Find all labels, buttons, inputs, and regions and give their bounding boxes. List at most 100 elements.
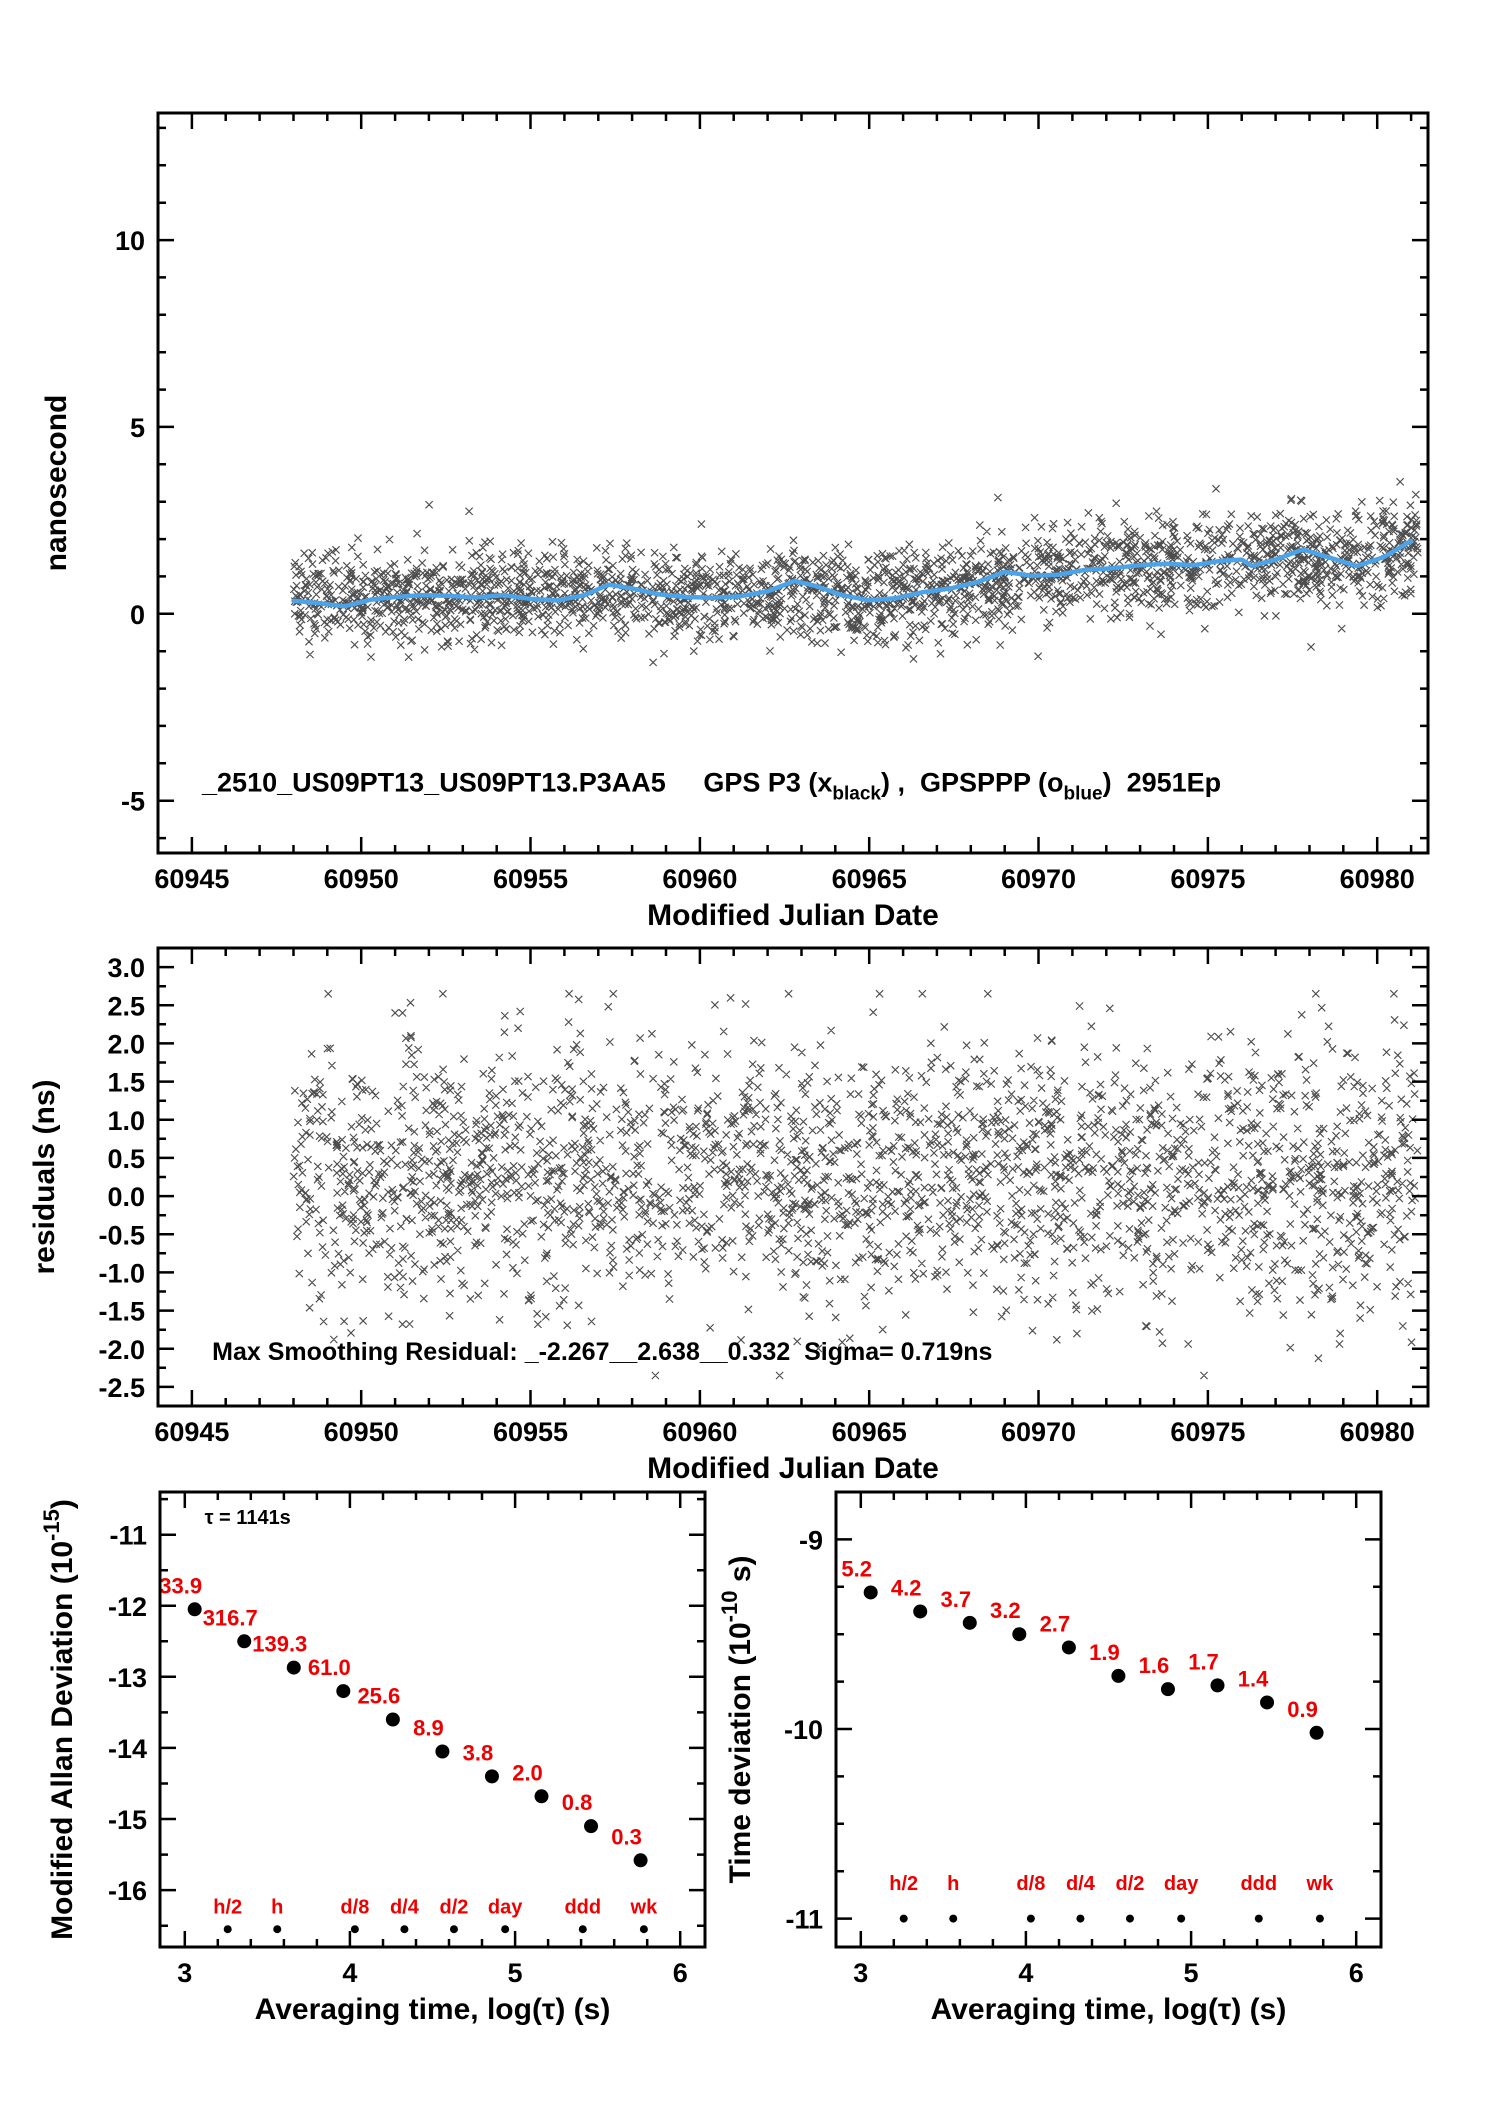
interval-label: wk [1306, 1873, 1335, 1895]
interval-dot [1026, 1914, 1035, 1923]
interval-dot [949, 1914, 958, 1923]
y-tick-label: -11 [785, 1905, 823, 1935]
data-point [187, 1602, 202, 1617]
interval-dot [1177, 1914, 1186, 1923]
point-value-label: 0.3 [611, 1824, 642, 1849]
x-tick-label: 60970 [1001, 864, 1076, 894]
x-tick-label: 3 [177, 1958, 192, 1988]
y-tick-label: -5 [121, 787, 145, 817]
plot-border [156, 111, 1430, 855]
point-value-label: 3.2 [990, 1598, 1021, 1623]
interval-dot [400, 1925, 409, 1934]
axis-ticks [836, 1490, 1381, 1947]
plot-border [158, 1490, 707, 1949]
x-tick-label: 60975 [1170, 1417, 1245, 1447]
data-point [237, 1634, 252, 1649]
x-tick-label: 5 [508, 1958, 523, 1988]
data-point [435, 1744, 450, 1759]
y-tick-label: -1.5 [98, 1297, 145, 1327]
scatter-points [289, 477, 1422, 667]
interval-dot [1076, 1914, 1085, 1923]
x-axis-title: Modified Julian Date [647, 1452, 939, 1485]
interval-label: d/4 [1066, 1873, 1096, 1895]
x-tick-label: 60960 [662, 864, 737, 894]
data-point [385, 1712, 400, 1727]
interval-label: d/8 [1016, 1873, 1045, 1895]
interval-label: h/2 [889, 1873, 918, 1895]
x-axis-title: Averaging time, log(τ) (s) [255, 1993, 611, 2026]
time-deviation-chart: 5.2 4.2 3.7 3.2 2.7 1.9 1.6 1.7 1.4 0.9 h/2 h d/8 d/4… [717, 1490, 1383, 2026]
x-tick-label: 60945 [154, 864, 229, 894]
interval-label: day [1164, 1873, 1199, 1895]
data-point [534, 1789, 549, 1804]
smoothing-line [291, 538, 1414, 609]
interval-dot [639, 1925, 648, 1934]
y-tick-label: -16 [108, 1876, 147, 1906]
interval-label: d/4 [390, 1897, 420, 1919]
interval-label: ddd [1240, 1873, 1277, 1895]
interval-label: h [271, 1897, 283, 1919]
point-value-label: 1.4 [1238, 1666, 1269, 1691]
x-tick-label: 60965 [832, 1417, 907, 1447]
data-point [1210, 1678, 1225, 1693]
data-point [1260, 1695, 1275, 1710]
interval-dot [449, 1925, 458, 1934]
point-value-label: 4.2 [891, 1575, 922, 1600]
x-tick-label: 60955 [493, 1417, 568, 1447]
axis-ticks [156, 113, 1428, 853]
annotation: _2510_US09PT13_US09PT13.P3AA5 GPS P3 (xb… [201, 767, 1221, 804]
x-tick-label: 60970 [1001, 1417, 1076, 1447]
y-tick-label: 0 [130, 600, 145, 630]
point-value-label: 61.0 [308, 1655, 351, 1680]
data-point [484, 1769, 499, 1784]
x-tick-label: 60950 [324, 864, 399, 894]
y-tick-label: -2.0 [98, 1335, 145, 1365]
interval-dot [899, 1914, 908, 1923]
interval-label: d/2 [1116, 1873, 1145, 1895]
point-value-label: 25.6 [357, 1684, 400, 1709]
y-tick-label: -11 [109, 1521, 147, 1551]
x-tick-label: 60950 [324, 1417, 399, 1447]
y-tick-label: -15 [108, 1805, 147, 1835]
y-axis-title: Modified Allan Deviation (10-15) [39, 1499, 79, 1940]
smoothing-residuals-chart: Max Smoothing Residual: _-2.267__2.638__… [28, 946, 1430, 1485]
x-tick-label: 3 [853, 1958, 868, 1988]
point-value-label: 0.8 [562, 1790, 593, 1815]
data-point [1160, 1682, 1175, 1697]
x-axis-title: Averaging time, log(τ) (s) [931, 1993, 1287, 2026]
interval-dot [1125, 1914, 1134, 1923]
scatter-points [289, 989, 1422, 1380]
x-tick-label: 60960 [662, 1417, 737, 1447]
data-point [913, 1604, 928, 1619]
point-value-label: 3.8 [463, 1740, 494, 1765]
data-point [633, 1853, 648, 1868]
y-tick-label: -10 [784, 1715, 823, 1745]
x-tick-label: 4 [342, 1958, 357, 1988]
interval-label: wk [630, 1897, 659, 1919]
y-tick-label: -13 [108, 1663, 147, 1693]
point-value-label: 2.0 [512, 1760, 543, 1785]
y-tick-label: -0.5 [98, 1220, 145, 1250]
annotation: τ = 1141s [205, 1507, 291, 1529]
point-value-label: 3.7 [940, 1587, 971, 1612]
interval-dot [578, 1925, 587, 1934]
interval-dot [501, 1925, 510, 1934]
plot-border [834, 1490, 1383, 1949]
data-point [1012, 1627, 1027, 1642]
data-point [1111, 1668, 1126, 1683]
data-point [286, 1660, 301, 1675]
point-value-label: 1.6 [1139, 1653, 1170, 1678]
point-value-label: 2.7 [1040, 1611, 1071, 1636]
point-value-label: 1.7 [1188, 1649, 1219, 1674]
point-value-label: 33.9 [159, 1573, 202, 1598]
x-tick-label: 60955 [493, 864, 568, 894]
interval-label: d/8 [340, 1897, 369, 1919]
y-tick-label: -2.5 [98, 1373, 145, 1403]
data-point [1061, 1640, 1076, 1655]
x-tick-label: 60965 [832, 864, 907, 894]
interval-label: h/2 [213, 1897, 242, 1919]
y-tick-label: -12 [108, 1592, 147, 1622]
point-value-label: 139.3 [252, 1632, 307, 1657]
data-point [584, 1819, 599, 1834]
y-axis-title: Time deviation (10-10 s) [717, 1555, 757, 1883]
